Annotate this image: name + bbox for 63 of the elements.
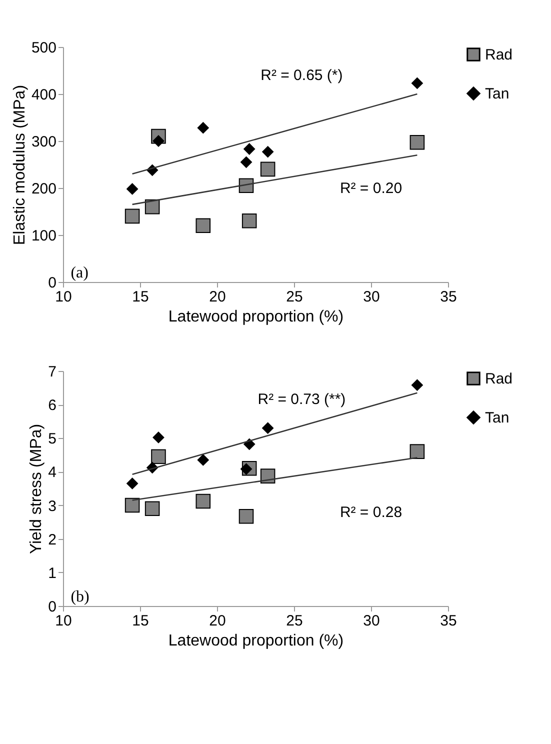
y-tick-label: 200 [31,180,56,198]
legend-label: Rad [485,370,513,388]
annotation: (b) [70,588,90,606]
y-tick-label: 500 [31,40,56,56]
x-tick-label: 20 [209,288,226,306]
point [262,146,274,158]
point [410,444,425,459]
x-tick-label: 25 [286,612,303,630]
point [411,77,423,89]
y-tick-label: 3 [48,498,56,515]
legend-label: Rad [485,46,513,64]
y-tick-label: 400 [31,86,56,104]
x-tick-label: 10 [55,288,72,306]
point [410,135,425,150]
point [411,379,423,391]
annotation: R² = 0.65 (*) [260,67,343,84]
y-tick-label: 1 [48,564,56,582]
legend-label: Tan [485,410,510,426]
x-axis-title: Latewood proportion (%) [168,632,344,650]
point [244,143,256,155]
y-tick-label: 0 [48,274,56,292]
y-tick-label: 0 [48,598,56,616]
x-tick-label: 35 [440,288,457,306]
annotation: R² = 0.73 (**) [258,391,346,408]
point [124,498,140,513]
annotation: R² = 0.20 [340,180,402,197]
point [262,422,274,434]
point [260,468,276,484]
point [126,183,138,195]
y-tick-label: 100 [31,228,56,244]
x-tick-label: 30 [363,288,380,306]
y-tick-label: 7 [48,364,56,380]
y-tick-label: 2 [48,531,56,548]
x-tick-label: 20 [209,612,226,630]
point [151,449,166,464]
x-tick-label: 25 [286,288,303,306]
x-tick-label: 30 [363,612,380,630]
x-tick-label: 35 [440,612,457,630]
point [242,214,257,228]
point [196,494,211,509]
point [197,454,209,466]
point [240,156,252,168]
point [238,508,254,524]
point [126,478,138,490]
y-axis-title: Elastic modulus (MPa) [11,84,28,246]
y-tick-label: 5 [48,430,56,448]
annotation: (a) [70,264,88,282]
y-tick-label: 4 [48,464,56,482]
point [197,122,209,134]
x-tick-label: 15 [132,288,149,306]
legend-label: Tan [485,86,510,102]
x-tick-label: 15 [132,612,149,630]
point [144,501,160,516]
y-tick-label: 6 [48,397,56,414]
point [124,208,140,224]
y-tick-label: 300 [31,134,56,150]
x-axis-title: Latewood proportion (%) [168,308,344,326]
x-tick-label: 10 [55,612,72,630]
y-axis-title: Yield stress (MPa) [28,424,46,554]
annotation: R² = 0.28 [340,504,402,521]
point [260,162,276,177]
point [152,432,164,444]
point [196,218,211,233]
